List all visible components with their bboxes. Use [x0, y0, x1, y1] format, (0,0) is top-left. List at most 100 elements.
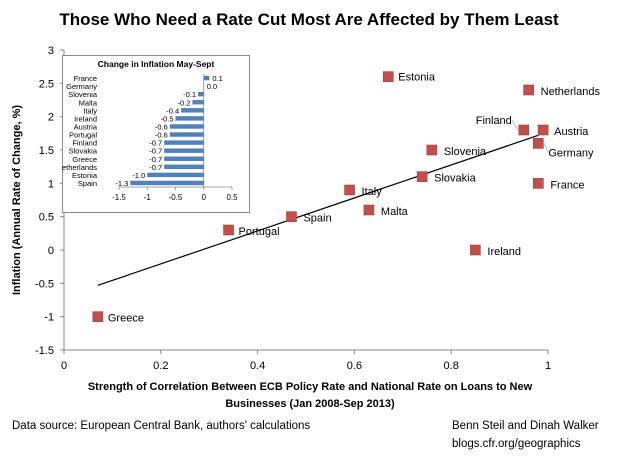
data-point: [382, 71, 394, 82]
x-axis-label: Businesses (Jan 2008-Sep 2013): [225, 398, 395, 410]
inset-bar: [130, 180, 204, 186]
inset-bar: [169, 124, 204, 129]
x-tick-label: 0.2: [153, 360, 168, 372]
inset-category-label: Austria: [74, 122, 98, 131]
inset-category-label: Ireland: [74, 114, 97, 123]
inset-frame: [62, 55, 250, 213]
x-tick-label: 0.8: [444, 360, 459, 372]
inset-category-label: Spain: [78, 179, 97, 188]
inset-value-label: -0.7: [149, 147, 162, 156]
x-tick-label: 0.4: [250, 360, 265, 372]
data-point: [518, 124, 530, 136]
point-label: Austria: [554, 126, 589, 138]
data-point: [470, 244, 481, 256]
y-tick-label: 0.5: [39, 212, 54, 224]
inset-category-label: Italy: [83, 106, 97, 115]
chart-title: Those Who Need a Rate Cut Most Are Affec…: [59, 10, 559, 29]
point-label: Ireland: [487, 246, 521, 258]
inset-x-tick-label: -0.5: [169, 193, 183, 202]
inset-value-label: -0.7: [149, 163, 162, 172]
point-label: Slovakia: [434, 173, 476, 185]
inset-category-label: Germany: [66, 82, 97, 91]
point-label: Malta: [381, 206, 409, 218]
inset-value-label: -1.0: [132, 171, 145, 180]
inset-value-label: -0.7: [149, 155, 162, 164]
inset-category-label: Netherlands: [62, 163, 97, 172]
x-tick-label: 0.6: [347, 360, 362, 372]
point-label: Greece: [108, 313, 144, 325]
data-point: [363, 204, 375, 216]
inset-bar: [164, 156, 204, 161]
inset-category-label: Estonia: [72, 171, 98, 180]
y-tick-label: -1: [44, 312, 54, 324]
inset-title: Change in Inflation May-Sept: [98, 59, 215, 69]
inset-category-label: Malta: [79, 98, 98, 107]
point-label: Portugal: [239, 226, 280, 238]
data-point: [533, 138, 544, 149]
authors-credit: Benn Steil and Dinah Walker: [452, 420, 599, 432]
point-label: Finland: [476, 115, 512, 127]
y-tick-label: -0.5: [35, 278, 54, 290]
inset-x-tick-label: 0.5: [226, 193, 238, 202]
inset-value-label: -0.6: [155, 131, 168, 140]
inset-x-tick-label: -1.5: [112, 193, 126, 202]
y-tick-label: 2: [48, 112, 54, 124]
x-tick-label: 0: [61, 360, 67, 372]
inset-category-label: Greece: [72, 155, 97, 164]
inset-value-label: -0.1: [183, 90, 196, 99]
data-point: [537, 124, 549, 136]
inset-x-tick-label: -1: [144, 193, 152, 202]
y-tick-label: 2.5: [39, 78, 54, 90]
y-tick-label: -1.5: [35, 345, 54, 357]
y-tick-label: 1: [48, 178, 54, 190]
y-axis-label: Inflation (Annual Rate of Change, %): [11, 105, 23, 295]
inset-value-label: 0.0: [207, 82, 217, 91]
point-label: France: [550, 179, 584, 191]
data-point: [523, 84, 534, 96]
inset-bar: [164, 148, 204, 153]
inset-value-label: -0.5: [161, 114, 174, 123]
data-point: [286, 211, 297, 222]
point-label: Italy: [362, 186, 383, 198]
inset-value-label: -0.2: [178, 98, 191, 107]
inset-x-tick-label: 0: [202, 193, 207, 202]
x-tick-label: 1: [545, 360, 551, 372]
inset-bar: [198, 91, 204, 97]
site-credit: blogs.cfr.org/geographics: [452, 438, 581, 450]
inset-category-label: Slovenia: [68, 90, 98, 99]
inset-bar: [169, 132, 204, 137]
data-point: [416, 171, 428, 182]
inset-value-label: -0.4: [166, 106, 179, 115]
point-label: Spain: [303, 213, 331, 225]
data-point: [223, 224, 234, 236]
inset-bar: [147, 172, 204, 178]
inset-bar: [203, 75, 210, 81]
inset-bar: [164, 140, 204, 145]
data-point: [92, 311, 104, 322]
point-label: Slovenia: [444, 146, 487, 158]
inset-bar: [181, 108, 204, 113]
y-tick-label: 0: [48, 245, 54, 257]
inset-category-label: Finland: [72, 139, 97, 148]
point-label: Germany: [548, 147, 594, 159]
inset-value-label: 0.1: [212, 74, 222, 83]
x-axis-label: Strength of Correlation Between ECB Poli…: [88, 381, 533, 393]
inset-bar: [164, 164, 204, 170]
inset-value-label: -1.3: [115, 179, 128, 188]
inset-value-label: -0.6: [155, 122, 168, 131]
inset-category-label: Portugal: [69, 131, 97, 140]
inset-bar: [175, 116, 204, 121]
inset-value-label: -0.7: [149, 139, 162, 148]
point-leader-line: [511, 119, 519, 131]
point-label: Netherlands: [541, 86, 601, 98]
data-point: [426, 144, 438, 156]
data-point: [533, 178, 544, 189]
point-label: Estonia: [398, 72, 436, 84]
data-source-note: Data source: European Central Bank, auth…: [12, 420, 311, 432]
y-tick-label: 3: [48, 45, 54, 57]
point-leader-line: [543, 143, 549, 153]
data-point: [344, 184, 355, 196]
